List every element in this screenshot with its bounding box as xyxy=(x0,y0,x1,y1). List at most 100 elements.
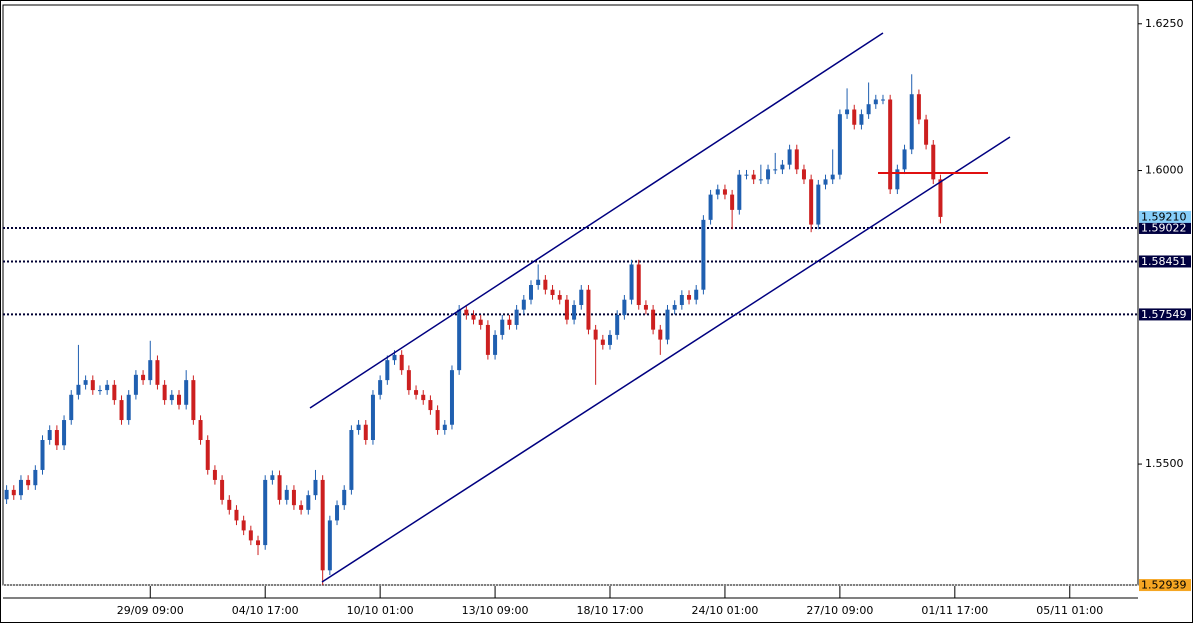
candle-body xyxy=(572,304,577,320)
candle-body xyxy=(291,489,296,506)
level-label: 1.59022 xyxy=(1141,221,1187,234)
plot-area xyxy=(2,4,1139,586)
candle-body xyxy=(801,169,806,180)
candle-body xyxy=(464,309,469,315)
candle-body xyxy=(105,384,110,391)
candle-body xyxy=(701,219,706,290)
candle-body xyxy=(500,319,505,335)
candle-body xyxy=(284,489,289,500)
candle-body xyxy=(859,114,864,125)
x-tick-label: 18/10 17:00 xyxy=(577,604,644,617)
candle-body xyxy=(528,285,533,300)
candle-body xyxy=(184,380,189,405)
candle-body xyxy=(744,174,749,176)
candle-body xyxy=(69,394,74,421)
candle-body xyxy=(629,264,634,300)
candle-body xyxy=(18,479,23,496)
candle-body xyxy=(730,194,735,210)
candle-body xyxy=(421,394,426,401)
candle-body xyxy=(90,380,95,391)
candle-body xyxy=(608,334,613,345)
candle-body xyxy=(414,390,419,395)
candle-body xyxy=(909,94,914,150)
candle-body xyxy=(845,109,850,115)
candle-body xyxy=(399,354,404,371)
candle-body xyxy=(924,119,929,145)
candle-body xyxy=(643,304,648,310)
channel-upper xyxy=(309,32,884,409)
y-tick-label: 1.5500 xyxy=(1145,457,1184,470)
candle-body xyxy=(457,309,462,371)
candle-body xyxy=(780,164,785,170)
candle-body xyxy=(378,380,383,395)
candle-body xyxy=(773,169,778,171)
candle-body xyxy=(335,505,340,521)
candle-body xyxy=(54,430,59,446)
candle-body xyxy=(263,479,268,546)
candle-body xyxy=(514,309,519,325)
x-tick-label: 24/10 01:00 xyxy=(691,604,758,617)
low-label: 1.52939 xyxy=(1141,579,1187,592)
candle-body xyxy=(938,179,943,217)
candle-body xyxy=(557,295,562,300)
candle-body xyxy=(33,469,38,486)
low-label-box xyxy=(1139,579,1191,592)
current-price-label: 1.59210 xyxy=(1141,210,1187,223)
candle-body xyxy=(579,289,584,305)
candle-body xyxy=(888,99,893,190)
candle-body xyxy=(478,319,483,325)
candle-body xyxy=(241,520,246,531)
candle-body xyxy=(385,360,390,381)
candle-body xyxy=(550,289,555,295)
candle-body xyxy=(220,479,225,500)
marks: 1.6250 1.6000 1.5500 29/09 09:00 04/10 17:00… xyxy=(3,17,1184,617)
x-tick-label: 01/11 17:00 xyxy=(921,604,988,617)
candle-body xyxy=(363,424,368,440)
candle-body xyxy=(313,479,318,496)
candle-body xyxy=(370,394,375,440)
candle-body xyxy=(564,299,569,320)
candle-body xyxy=(198,420,203,440)
candle-body xyxy=(356,424,361,431)
level-label-box xyxy=(1139,221,1191,234)
candle-body xyxy=(622,299,627,315)
candle-body xyxy=(97,390,102,392)
x-tick-label: 05/11 01:00 xyxy=(1036,604,1103,617)
candle-body xyxy=(306,495,311,510)
candle-body xyxy=(4,489,9,500)
candle-body xyxy=(837,114,842,175)
y-tick-label: 1.6000 xyxy=(1145,164,1184,177)
candle-body xyxy=(26,479,31,486)
candle-body xyxy=(507,319,512,325)
candle-body xyxy=(758,179,763,181)
candle-body xyxy=(256,540,261,546)
candle-body xyxy=(679,295,684,305)
x-tick-label: 13/10 09:00 xyxy=(462,604,529,617)
candle-body xyxy=(191,380,196,421)
level-label: 1.58451 xyxy=(1141,255,1187,268)
candle-body xyxy=(119,400,124,421)
candle-body xyxy=(521,299,526,310)
candle-body xyxy=(83,380,88,385)
candle-body xyxy=(270,475,275,480)
candle-body xyxy=(169,394,174,401)
candle-body xyxy=(651,309,656,330)
candle-body xyxy=(299,505,304,510)
candle-body xyxy=(852,109,857,125)
x-tick-label: 10/10 01:00 xyxy=(347,604,414,617)
candle-body xyxy=(880,99,885,101)
candle-body xyxy=(931,144,936,180)
candle-body xyxy=(794,149,799,170)
candle-body xyxy=(176,394,181,405)
candle-body xyxy=(435,410,440,431)
candle-body xyxy=(658,329,663,340)
candle-body xyxy=(485,324,490,355)
candle-body xyxy=(787,149,792,165)
candle-body xyxy=(636,264,641,305)
candle-body xyxy=(823,179,828,185)
channel-lower xyxy=(321,136,1011,583)
candle-body xyxy=(126,394,131,421)
candle-body xyxy=(766,169,771,180)
level-label-box xyxy=(1139,308,1191,321)
